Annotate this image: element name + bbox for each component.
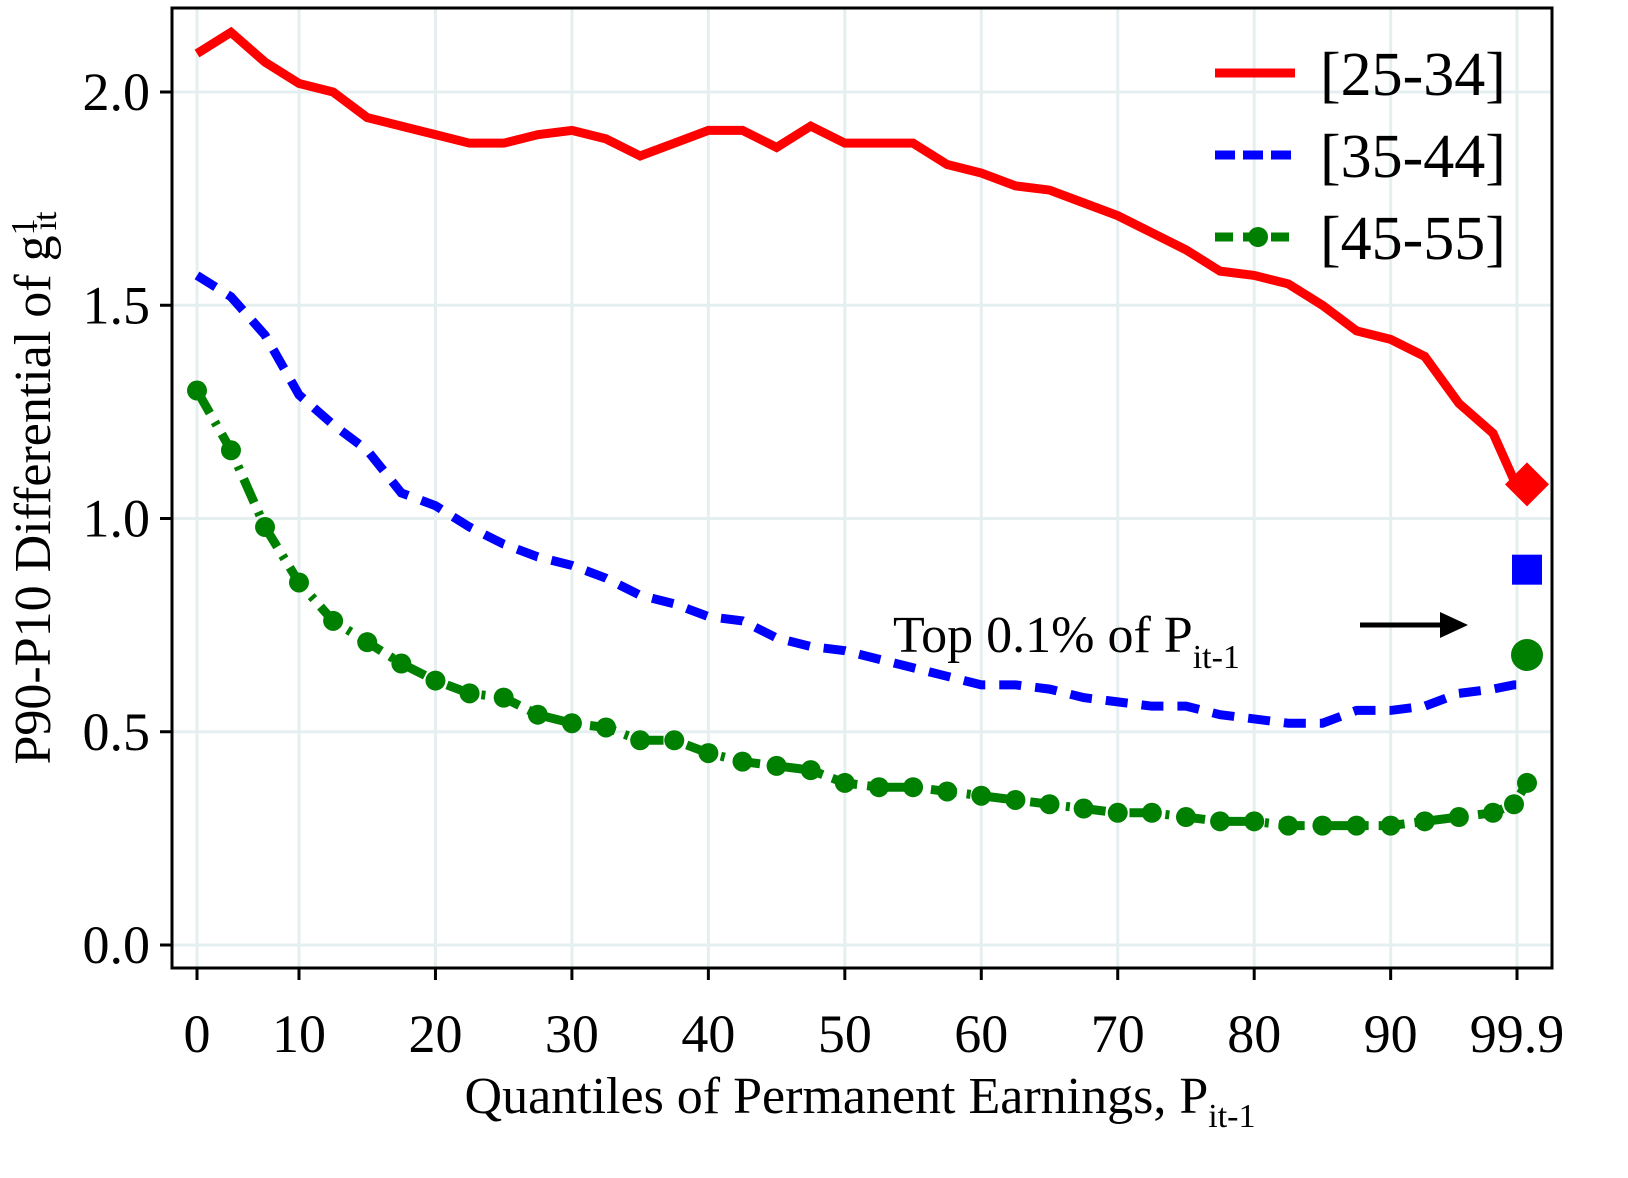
- data-point: [561, 713, 582, 734]
- data-point: [903, 777, 924, 798]
- data-point: [357, 632, 378, 653]
- data-point: [220, 440, 241, 461]
- series-2: [187, 380, 1543, 836]
- data-point: [1448, 807, 1469, 828]
- series-line: [194, 26, 1531, 497]
- x-tick-label: 80: [1227, 1004, 1281, 1064]
- x-axis-label: Quantiles of Permanent Earnings, Pit-1: [465, 1068, 1256, 1135]
- x-tick-label: 20: [408, 1004, 462, 1064]
- data-point: [1483, 802, 1503, 823]
- top-marker-diamond: [1505, 462, 1549, 507]
- data-point: [868, 777, 889, 798]
- legend-label: [45-55]: [1320, 205, 1506, 273]
- x-tick-label: 10: [272, 1004, 326, 1064]
- data-point: [289, 572, 309, 593]
- data-point: [1414, 811, 1435, 832]
- svg-text:Top 0.1% of Pit-1: Top 0.1% of Pit-1: [893, 607, 1240, 676]
- legend-item: [35-44]: [1215, 123, 1506, 191]
- data-point: [1073, 798, 1094, 819]
- legend-marker: [1248, 227, 1268, 247]
- data-point: [937, 781, 958, 802]
- data-point: [255, 517, 276, 538]
- data-point: [800, 760, 821, 781]
- top-marker-circle: [1511, 638, 1543, 671]
- series-layer: [187, 26, 1549, 836]
- annotation-subscript: it-1: [1193, 639, 1240, 676]
- annotation-top-0-1: Top 0.1% of Pit-1: [893, 607, 1468, 676]
- x-tick-label: 70: [1091, 1004, 1145, 1064]
- data-point: [1244, 811, 1265, 832]
- data-point: [1278, 815, 1299, 836]
- legend: [25-34] [35-44] [45-55]: [1215, 41, 1506, 273]
- plot-frame: [170, 6, 1554, 970]
- data-point: [1380, 815, 1401, 836]
- data-point: [527, 704, 548, 725]
- series-line: [193, 388, 1531, 831]
- x-tick-label: 99.9: [1470, 1004, 1565, 1064]
- data-point: [698, 743, 719, 764]
- x-tick-label: 40: [681, 1004, 735, 1064]
- x-tick-label: 90: [1364, 1004, 1418, 1064]
- data-point: [493, 687, 514, 708]
- x-tick-label: 30: [545, 1004, 599, 1064]
- legend-label: [25-34]: [1320, 41, 1506, 109]
- series-line: [194, 271, 1527, 728]
- data-point: [391, 653, 412, 674]
- data-point: [664, 730, 685, 751]
- y-tick-label: 1.0: [83, 489, 151, 549]
- legend-item: [45-55]: [1215, 205, 1506, 273]
- data-point: [630, 730, 651, 751]
- y-tick-label: 0.5: [83, 702, 151, 762]
- data-point: [596, 717, 617, 738]
- annotation-text: Top 0.1% of P: [893, 607, 1193, 664]
- data-point: [1141, 802, 1162, 823]
- y-tick-label: 2.0: [83, 62, 151, 122]
- data-point: [1504, 794, 1524, 815]
- series-0: [194, 26, 1549, 507]
- data-point: [459, 683, 480, 704]
- data-point: [187, 380, 207, 401]
- data-point: [1517, 772, 1537, 793]
- data-point: [1039, 794, 1060, 815]
- y-tick-label: 0.0: [83, 915, 151, 975]
- data-point: [732, 751, 753, 772]
- data-point: [971, 785, 992, 806]
- data-point: [323, 610, 344, 631]
- data-point: [766, 755, 787, 776]
- data-point: [1005, 789, 1026, 810]
- legend-item: [25-34]: [1215, 41, 1506, 109]
- data-point: [1107, 802, 1128, 823]
- data-point: [1210, 811, 1231, 832]
- x-tick-label: 50: [818, 1004, 872, 1064]
- data-point: [1346, 815, 1367, 836]
- data-point: [1175, 807, 1196, 828]
- annotation-arrow-head: [1440, 612, 1468, 638]
- x-tick-label: 60: [954, 1004, 1008, 1064]
- legend-label: [35-44]: [1320, 123, 1506, 191]
- series-1: [194, 271, 1542, 728]
- y-tick-label: 1.5: [83, 275, 151, 335]
- data-point: [834, 772, 855, 793]
- x-tick-label: 0: [184, 1004, 211, 1064]
- data-point: [1312, 815, 1333, 836]
- data-point: [425, 670, 446, 691]
- top-marker-square: [1512, 554, 1542, 585]
- y-axis-label: P90-P10 Differential of g1it: [5, 211, 64, 765]
- axes-ticks: 0.0 0.5 1.0 1.5 2.0 0 10 20 30 40 50 60 70 80 90 99.9: [83, 62, 1565, 1064]
